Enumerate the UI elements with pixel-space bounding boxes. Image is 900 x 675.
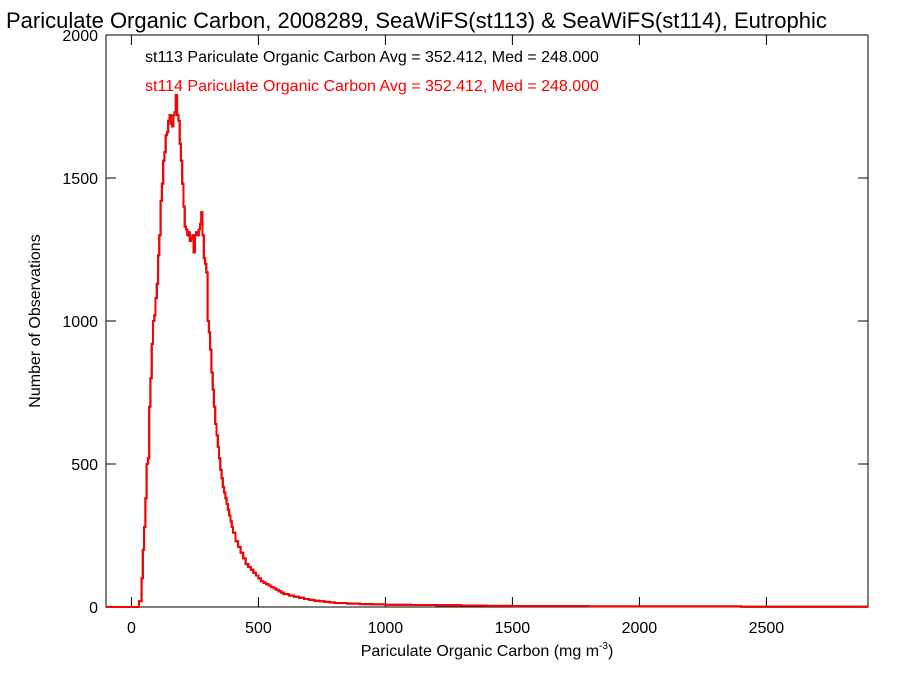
series-line-st113 (106, 94, 868, 608)
x-axis: 0 500 1000 1500 2000 2500 (127, 35, 784, 637)
y-tick-label: 1500 (62, 171, 98, 188)
y-axis-label: Number of Observations (27, 234, 44, 407)
x-tick-label: 1000 (368, 620, 404, 637)
x-axis-label-main: Pariculate Organic Carbon (mg m (361, 643, 599, 660)
x-tick-label: 0 (127, 620, 136, 637)
series-layer (106, 94, 868, 608)
legend-entry-st113: st113 Pariculate Organic Carbon Avg = 35… (145, 49, 599, 66)
y-tick-label: 0 (89, 600, 98, 617)
x-axis-label-end: ) (608, 643, 613, 660)
y-tick-label: 2000 (62, 28, 98, 45)
x-axis-label: Pariculate Organic Carbon (mg m-3) (361, 641, 614, 660)
x-tick-label: 500 (245, 620, 272, 637)
series-line-st114 (106, 94, 868, 608)
legend-entry-st114: st114 Pariculate Organic Carbon Avg = 35… (145, 78, 599, 95)
y-axis: 0 500 1000 1500 2000 (62, 28, 868, 617)
y-tick-label: 500 (71, 457, 98, 474)
x-axis-label-superscript: -3 (599, 641, 608, 652)
y-tick-label: 1000 (62, 314, 98, 331)
x-tick-label: 2000 (622, 620, 658, 637)
x-tick-label: 1500 (495, 620, 531, 637)
chart-title: Pariculate Organic Carbon, 2008289, SeaW… (6, 8, 827, 33)
x-tick-label: 2500 (749, 620, 785, 637)
plot-frame (105, 34, 869, 608)
